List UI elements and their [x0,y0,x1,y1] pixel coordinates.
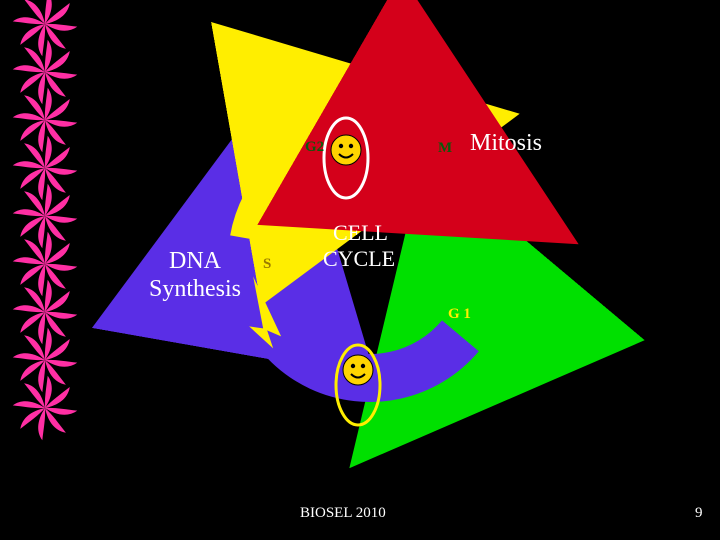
label-dna-2: Synthesis [128,276,262,303]
center-label-1: CELL [333,220,388,246]
footer-text: BIOSEL 2010 [300,505,386,522]
phase-g1: G 1 [448,306,471,323]
phase-s: S [263,256,271,273]
g2-arc-head [410,149,429,158]
label-mitosis: Mitosis [470,130,542,157]
slide-root: Mitosis DNA Synthesis G2 M S G 1 CELL CY… [0,0,720,540]
phase-g2: G2 [305,139,324,156]
checkpoint-bottom [343,355,373,385]
label-dna-1: DNA [140,248,250,275]
g1-arc-head [252,240,254,260]
phase-m: M [438,140,452,157]
checkpoint-top [331,135,361,165]
page-number: 9 [695,505,703,522]
center-label-2: CYCLE [323,246,395,272]
